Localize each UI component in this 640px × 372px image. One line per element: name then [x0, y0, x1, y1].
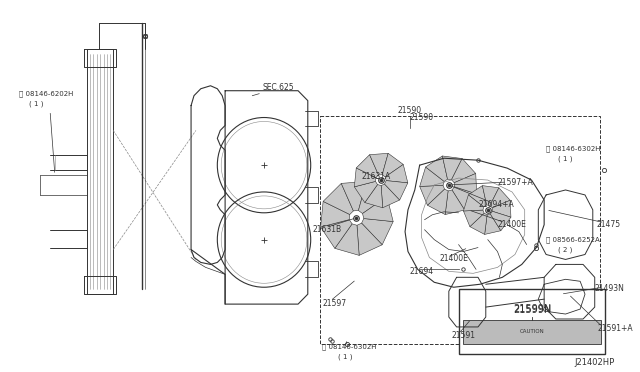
Polygon shape	[323, 183, 353, 215]
Polygon shape	[452, 187, 477, 210]
Polygon shape	[358, 182, 387, 214]
Polygon shape	[468, 186, 486, 207]
Polygon shape	[321, 219, 352, 248]
Bar	[459, 289, 605, 354]
Polygon shape	[426, 156, 447, 182]
Text: ( 1 ): ( 1 )	[558, 155, 572, 162]
Text: 21597+A: 21597+A	[497, 178, 533, 187]
Text: 21694+A: 21694+A	[478, 200, 514, 209]
Text: Ⓢ 08566-6252A: Ⓢ 08566-6252A	[546, 237, 600, 243]
Polygon shape	[341, 182, 367, 211]
Polygon shape	[463, 195, 484, 211]
Text: J21402HP: J21402HP	[574, 357, 614, 367]
Polygon shape	[492, 200, 511, 217]
Text: 21597: 21597	[323, 299, 346, 308]
Polygon shape	[356, 155, 378, 177]
Polygon shape	[385, 181, 408, 200]
Text: ( 2 ): ( 2 )	[558, 247, 572, 253]
Text: 21591+A: 21591+A	[598, 324, 633, 333]
Polygon shape	[454, 173, 477, 194]
Polygon shape	[382, 153, 403, 177]
Text: ( 1 ): ( 1 )	[29, 100, 43, 107]
Text: 21590: 21590	[398, 106, 422, 115]
Polygon shape	[369, 153, 388, 175]
Text: 21590: 21590	[410, 113, 434, 122]
Polygon shape	[451, 158, 476, 183]
Polygon shape	[463, 210, 484, 227]
Text: 21599N: 21599N	[513, 305, 551, 315]
Polygon shape	[362, 218, 393, 245]
Polygon shape	[365, 185, 383, 208]
Text: 21591: 21591	[452, 331, 476, 340]
Polygon shape	[381, 184, 400, 208]
Polygon shape	[420, 185, 445, 205]
Text: Ⓑ 08146-6302H: Ⓑ 08146-6302H	[546, 145, 600, 152]
Polygon shape	[470, 213, 487, 234]
Polygon shape	[420, 167, 444, 186]
Text: 21400E: 21400E	[439, 254, 468, 263]
Polygon shape	[385, 164, 408, 183]
Text: 21631A: 21631A	[362, 172, 390, 181]
Polygon shape	[484, 214, 501, 234]
Text: 21400E: 21400E	[497, 220, 526, 229]
Polygon shape	[335, 224, 359, 255]
Text: Ⓑ 08146-6202H: Ⓑ 08146-6202H	[19, 91, 73, 97]
Polygon shape	[490, 211, 511, 231]
Text: Ⓑ 08146-6302H: Ⓑ 08146-6302H	[323, 344, 377, 350]
Bar	[321, 116, 600, 344]
Bar	[463, 320, 602, 344]
Text: 21631B: 21631B	[313, 225, 342, 234]
Text: CAUTION: CAUTION	[520, 330, 545, 334]
Text: 21599N: 21599N	[513, 304, 551, 314]
Polygon shape	[321, 201, 350, 227]
Polygon shape	[355, 168, 376, 187]
Text: ( 1 ): ( 1 )	[338, 354, 353, 360]
Polygon shape	[355, 182, 378, 203]
Text: SEC.625: SEC.625	[262, 83, 294, 92]
Polygon shape	[483, 186, 499, 205]
Text: 21475: 21475	[596, 220, 621, 229]
Polygon shape	[362, 196, 393, 222]
Polygon shape	[490, 188, 510, 208]
Text: 21493N: 21493N	[595, 284, 625, 293]
Polygon shape	[442, 156, 462, 180]
Text: 21694: 21694	[410, 267, 434, 276]
Polygon shape	[357, 223, 382, 255]
Polygon shape	[428, 189, 448, 215]
Polygon shape	[445, 190, 465, 215]
